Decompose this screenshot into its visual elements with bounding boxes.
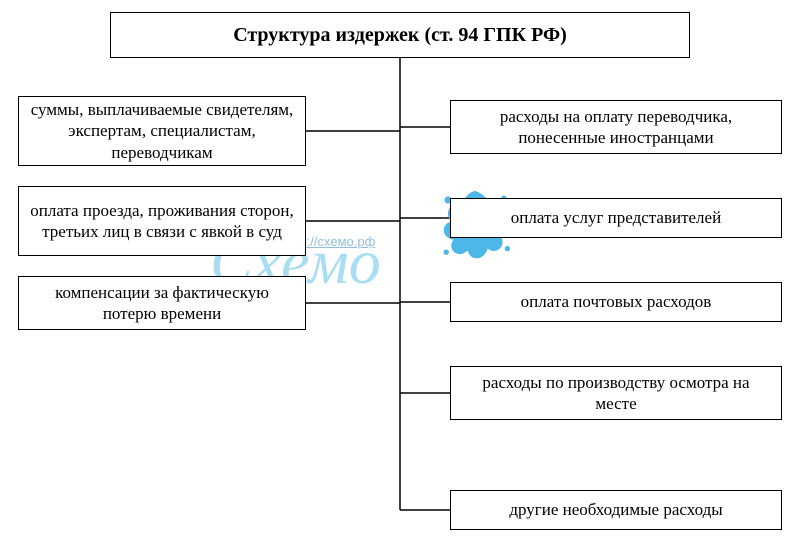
node-label: оплата почтовых расходов: [521, 291, 712, 312]
diagram-canvas: Схемо http://схемо.рф РФ Структура издер…: [0, 0, 800, 560]
node-inspection-costs: расходы по производству осмотра на месте: [450, 366, 782, 420]
node-label: расходы по производству осмотра на месте: [461, 372, 771, 415]
node-time-compensation: компенсации за фактическую потерю времен…: [18, 276, 306, 330]
node-postal-costs: оплата почтовых расходов: [450, 282, 782, 322]
node-translator-costs: расходы на оплату переводчика, понесенны…: [450, 100, 782, 154]
node-label: оплата услуг представителей: [511, 207, 721, 228]
root-label: Структура издержек (ст. 94 ГПК РФ): [233, 23, 567, 48]
node-label: суммы, выплачиваемые свидетелям, эксперт…: [29, 99, 295, 163]
node-travel-costs: оплата проезда, проживания сторон, треть…: [18, 186, 306, 256]
node-label: оплата проезда, проживания сторон, треть…: [29, 200, 295, 243]
root-node: Структура издержек (ст. 94 ГПК РФ): [110, 12, 690, 58]
node-witness-expert-payments: суммы, выплачиваемые свидетелям, эксперт…: [18, 96, 306, 166]
node-representative-fees: оплата услуг представителей: [450, 198, 782, 238]
node-label: расходы на оплату переводчика, понесенны…: [461, 106, 771, 149]
node-label: компенсации за фактическую потерю времен…: [29, 282, 295, 325]
node-other-costs: другие необходимые расходы: [450, 490, 782, 530]
node-label: другие необходимые расходы: [509, 499, 722, 520]
